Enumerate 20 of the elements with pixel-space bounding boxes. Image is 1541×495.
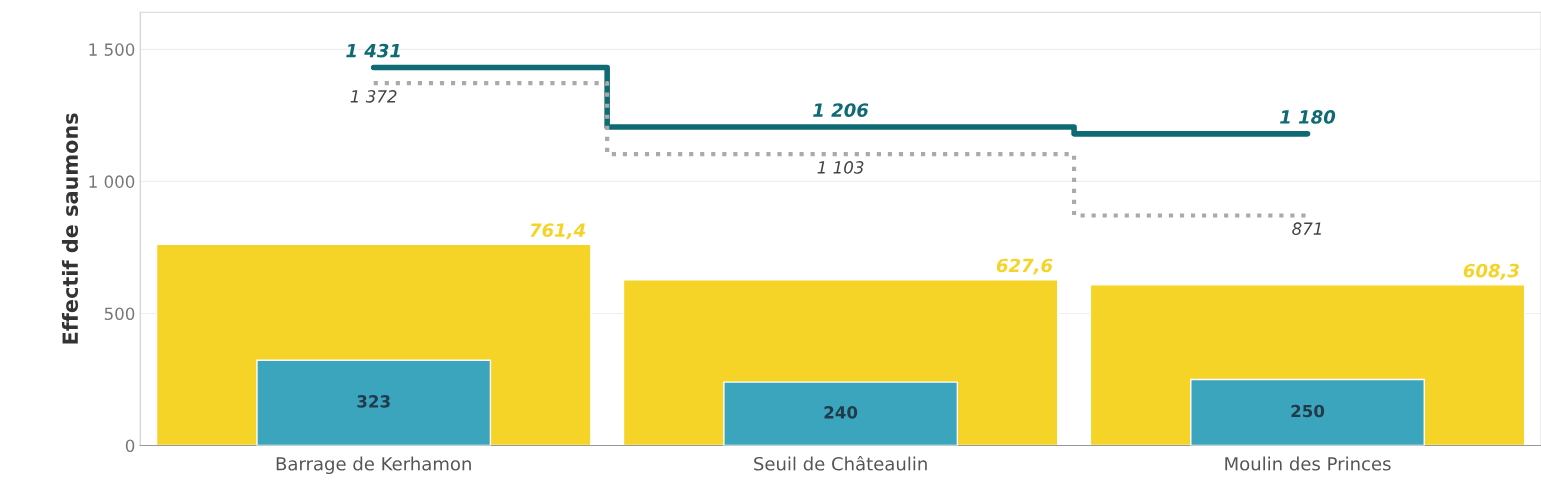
data-label: 871 <box>1292 222 1321 235</box>
data-label: 1 103 <box>817 161 864 174</box>
data-label: 761,4 <box>530 223 586 240</box>
data-label: 1 206 <box>813 103 869 117</box>
x-tick-label: Moulin des Princes <box>1225 456 1391 471</box>
data-label: 250 <box>1291 404 1325 418</box>
data-label: 1 431 <box>346 43 400 58</box>
y-tick-label: 1 000 <box>89 175 135 188</box>
x-tick-label: Barrage de Kerhamon <box>276 456 471 475</box>
y-tick-label: 0 <box>125 439 135 453</box>
data-label: 608,3 <box>1463 263 1519 280</box>
data-label: 240 <box>824 406 858 419</box>
data-label: 323 <box>357 395 390 408</box>
y-axis-title: Effectif de saumons <box>61 113 79 344</box>
x-tick-label: Seuil de Châteaulin <box>754 455 927 471</box>
data-label: 627,6 <box>996 258 1053 275</box>
data-label: 1 372 <box>350 90 397 103</box>
data-label: 1 180 <box>1280 110 1336 124</box>
y-tick-label: 1 500 <box>89 43 135 56</box>
y-tick-label: 500 <box>104 307 135 321</box>
